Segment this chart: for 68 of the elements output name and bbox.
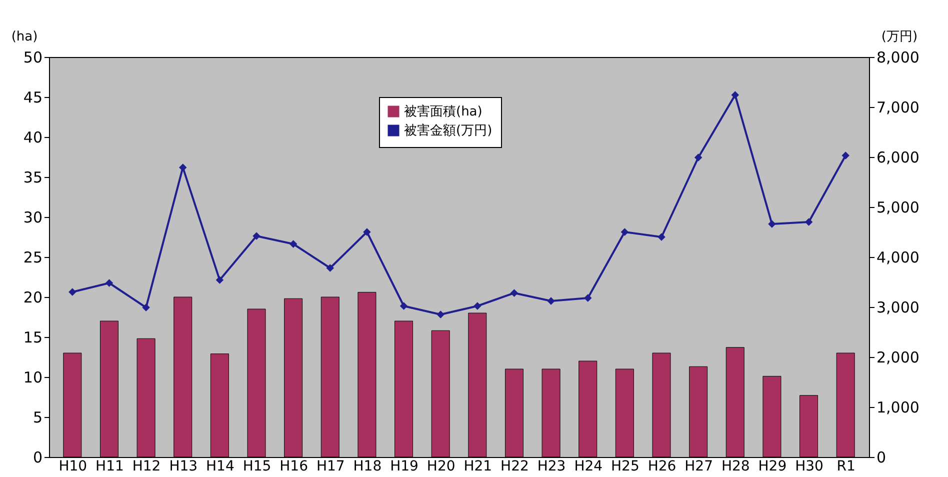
point bbox=[178, 164, 187, 172]
x-tick-label: H30 bbox=[795, 458, 824, 474]
y2-tick-label: 0 bbox=[876, 448, 886, 466]
point bbox=[326, 264, 334, 272]
legend-label: 被害金額(万円) bbox=[404, 122, 492, 138]
point bbox=[252, 232, 260, 240]
y2-tick-label: 4,000 bbox=[876, 248, 920, 266]
y-tick-label: 0 bbox=[32, 448, 42, 466]
point bbox=[731, 91, 740, 99]
x-tick-label: H26 bbox=[648, 458, 676, 474]
point bbox=[547, 297, 555, 305]
point bbox=[216, 276, 224, 284]
legend-label: 被害面積(ha) bbox=[404, 104, 482, 120]
point bbox=[768, 220, 776, 228]
x-tick-label: H16 bbox=[280, 458, 308, 474]
y-tick-label: 25 bbox=[23, 248, 42, 266]
x-tick-label: H22 bbox=[500, 458, 529, 474]
y2-tick-label: 5,000 bbox=[876, 198, 920, 216]
point bbox=[68, 288, 76, 296]
x-tick-label: H21 bbox=[464, 458, 492, 474]
point bbox=[400, 302, 408, 310]
point bbox=[584, 294, 592, 302]
y2-tick-label: 8,000 bbox=[876, 48, 920, 66]
y-tick-label: 20 bbox=[23, 288, 42, 306]
y-tick-label: 30 bbox=[23, 208, 42, 226]
y2-tick-label: 1,000 bbox=[876, 398, 920, 416]
y2-tick-label: 6,000 bbox=[876, 148, 920, 166]
x-tick-label: H28 bbox=[721, 458, 750, 474]
x-tick-label: H15 bbox=[242, 458, 272, 474]
x-tick-label: H18 bbox=[353, 458, 382, 474]
x-tick-label: H11 bbox=[96, 458, 124, 474]
point bbox=[694, 154, 702, 162]
x-tick-label: H19 bbox=[390, 458, 418, 474]
y2-tick-label: 7,000 bbox=[876, 98, 920, 116]
x-tick-label: H29 bbox=[758, 458, 787, 474]
point bbox=[510, 289, 518, 297]
point bbox=[105, 279, 114, 287]
y2-tick-label: 3,000 bbox=[876, 298, 920, 316]
y2-tick-label: 2,000 bbox=[876, 348, 920, 366]
x-tick-label: H10 bbox=[58, 458, 88, 474]
x-tick-label: H25 bbox=[611, 458, 640, 474]
y2-axis-title: (万円) bbox=[881, 30, 918, 44]
y-tick-label: 50 bbox=[23, 48, 42, 66]
y-tick-label: 40 bbox=[23, 128, 42, 146]
x-tick-label: H12 bbox=[132, 458, 161, 474]
x-tick-label: H13 bbox=[169, 458, 198, 474]
y-tick-label: 5 bbox=[32, 408, 42, 426]
point bbox=[436, 310, 444, 318]
point bbox=[363, 228, 371, 236]
x-tick-label: H27 bbox=[684, 458, 713, 474]
point bbox=[804, 218, 813, 226]
point bbox=[289, 240, 298, 248]
point bbox=[842, 152, 850, 160]
point bbox=[620, 228, 629, 236]
point bbox=[474, 302, 482, 310]
x-tick-label: H17 bbox=[316, 458, 345, 474]
x-tick-label: H20 bbox=[426, 458, 456, 474]
y-tick-label: 10 bbox=[23, 368, 42, 386]
x-tick-label: H14 bbox=[206, 458, 234, 474]
y-tick-label: 15 bbox=[23, 328, 42, 346]
point bbox=[142, 304, 150, 312]
x-tick-label: H23 bbox=[537, 458, 566, 474]
x-tick-label: R1 bbox=[836, 458, 856, 474]
x-tick-label: H24 bbox=[574, 458, 603, 474]
point bbox=[658, 233, 666, 241]
y-tick-label: 35 bbox=[23, 168, 42, 186]
y-tick-label: 45 bbox=[23, 88, 42, 106]
y-axis-title: (ha) bbox=[11, 30, 38, 44]
